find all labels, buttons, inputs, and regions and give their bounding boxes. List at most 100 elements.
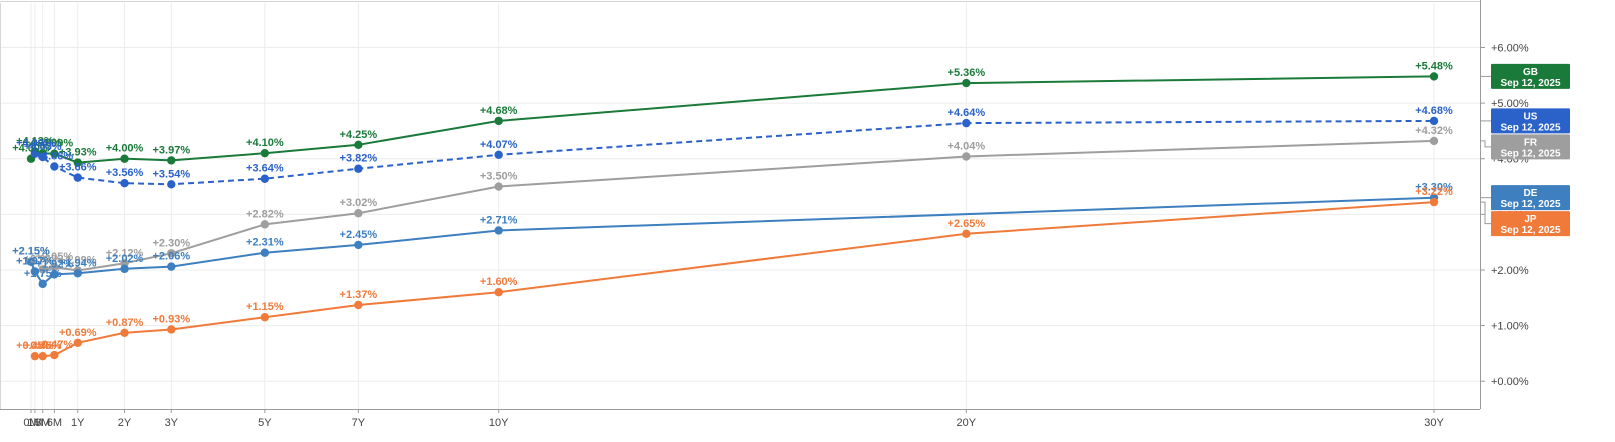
data-label-jp: +0.93%	[152, 313, 190, 325]
series-tag-date-jp: Sep 12, 2025	[1500, 225, 1560, 236]
data-label-de: +3.30%	[1415, 182, 1453, 194]
data-label-de: +2.06%	[152, 251, 190, 263]
data-label-jp: +1.60%	[480, 276, 518, 288]
plot-frame	[0, 0, 1481, 410]
data-label-de: +2.31%	[246, 237, 284, 249]
data-label-gb: +4.09%	[36, 138, 74, 150]
data-point-gb	[73, 158, 82, 167]
data-label-fr: +1.99%	[59, 255, 97, 267]
data-point-jp	[354, 300, 363, 310]
series-line-fr	[30, 139, 1435, 273]
x-tick-label-20Y: 20Y	[957, 417, 977, 429]
data-point-jp	[1429, 197, 1439, 207]
data-label-fr: +2.15%	[12, 246, 50, 258]
data-point-jp	[30, 351, 40, 361]
data-label-gb: +3.97%	[152, 144, 190, 156]
series-line-de	[30, 196, 1435, 286]
data-point-us	[260, 174, 270, 183]
data-label-jp: +0.47%	[36, 339, 74, 351]
series-tag-date-de: Sep 12, 2025	[1500, 199, 1560, 210]
data-point-jp	[167, 325, 176, 334]
y-tick-label: +1.00%	[1491, 321, 1529, 333]
data-point-de	[73, 269, 82, 278]
data-label-fr: +2.01%	[24, 253, 62, 265]
data-point-jp	[962, 229, 971, 239]
data-label-jp: +0.45%	[16, 340, 54, 352]
series-line-us	[34, 119, 1435, 186]
data-label-us: +3.56%	[106, 167, 144, 179]
data-label-fr: +2.05%	[36, 251, 74, 263]
data-point-de	[260, 248, 270, 257]
data-point-fr	[167, 249, 176, 258]
data-label-us: +3.66%	[59, 162, 97, 174]
data-point-de	[120, 264, 129, 274]
x-tick-label-3M: 3M	[35, 417, 50, 429]
data-label-jp: +1.37%	[340, 289, 378, 301]
data-label-fr: +2.30%	[152, 237, 190, 249]
data-point-fr	[260, 220, 270, 229]
data-point-fr	[354, 209, 363, 218]
data-label-us: +4.64%	[948, 107, 986, 119]
data-label-jp: +2.65%	[948, 218, 986, 230]
data-point-gb	[167, 156, 176, 165]
x-tick-label-1M: 1M	[27, 417, 42, 429]
x-tick-label-2Y: 2Y	[118, 417, 132, 429]
data-label-gb: +4.00%	[12, 143, 50, 155]
data-label-gb: +4.10%	[24, 137, 62, 149]
data-label-gb: +4.00%	[106, 143, 144, 155]
series-tag-us	[1491, 108, 1570, 134]
data-label-us: +4.07%	[480, 139, 518, 151]
data-label-de: +1.94%	[59, 257, 97, 269]
data-point-us	[50, 162, 59, 171]
data-label-us: +4.03%	[24, 141, 62, 153]
data-label-gb: +4.10%	[246, 137, 284, 149]
data-point-fr	[962, 152, 971, 161]
series-tag-name-gb: GB	[1523, 67, 1538, 78]
data-point-fr	[38, 265, 47, 274]
data-label-fr: +2.82%	[246, 208, 284, 220]
series-tag-de	[1491, 185, 1570, 211]
data-label-de: +1.92%	[36, 258, 74, 270]
data-label-fr: +3.02%	[340, 197, 378, 209]
data-point-jp	[50, 350, 59, 360]
data-point-jp	[73, 338, 82, 348]
x-tick-label-1Y: 1Y	[71, 417, 85, 429]
data-point-fr	[50, 262, 59, 272]
data-label-de: +1.97%	[16, 256, 54, 268]
series-line-gb	[30, 75, 1435, 164]
grid-lines	[0, 3, 1480, 409]
data-label-us: +3.82%	[340, 153, 378, 165]
data-point-de	[494, 226, 503, 235]
data-label-jp: +0.87%	[106, 317, 144, 329]
data-label-us: +4.68%	[1415, 105, 1453, 117]
series-tag-gb	[1491, 63, 1570, 89]
data-label-us: +4.09%	[16, 138, 54, 150]
x-tick-label-3Y: 3Y	[165, 417, 179, 429]
data-label-fr: +4.04%	[948, 141, 986, 153]
series-tag-name-jp: JP	[1524, 214, 1537, 225]
x-tick-label-6M: 6M	[47, 417, 62, 429]
data-label-us: +3.86%	[36, 151, 74, 163]
data-point-us	[494, 150, 503, 160]
data-label-fr: +1.97%	[16, 256, 54, 268]
data-point-jp	[120, 328, 129, 338]
series-tag-name-fr: FR	[1524, 137, 1538, 148]
x-tick-label-0M: 0M	[23, 417, 38, 429]
data-label-gb: +5.48%	[1415, 60, 1453, 72]
data-point-us	[354, 164, 363, 173]
data-point-jp	[38, 351, 47, 361]
series-lines	[26, 72, 1439, 361]
series-tag-date-us: Sep 12, 2025	[1500, 122, 1560, 133]
series-tag-date-gb: Sep 12, 2025	[1500, 78, 1560, 89]
tag-connector-jp	[1480, 201, 1491, 225]
y-tick-label: +6.00%	[1491, 42, 1529, 54]
data-label-gb: +5.36%	[948, 67, 986, 79]
data-point-gb	[494, 116, 503, 126]
data-point-us	[120, 178, 129, 188]
data-label-jp: +0.45%	[24, 340, 62, 352]
data-point-us	[38, 152, 47, 162]
x-tick-label-7Y: 7Y	[352, 417, 366, 429]
data-point-gb	[50, 149, 59, 158]
